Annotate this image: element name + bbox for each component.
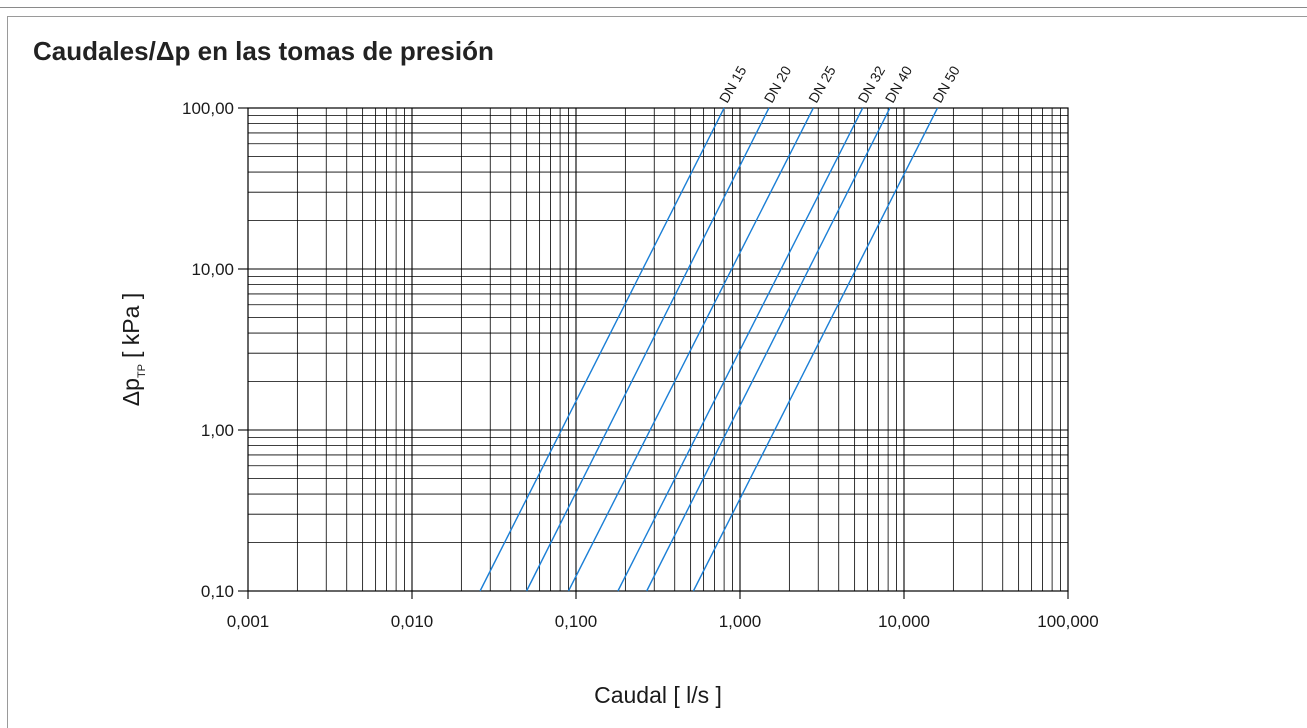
y-tick-label: 1,00: [201, 421, 234, 440]
x-tick-label: 0,100: [555, 612, 598, 631]
x-axis-label: Caudal [ l/s ]: [594, 682, 722, 708]
y-axis-ticks: 0,10 1,00 10,00 100,00: [182, 99, 248, 601]
series-line: [617, 107, 864, 592]
series-line: [567, 107, 814, 592]
plot-area-border: [247, 107, 1069, 592]
series-line: [646, 107, 891, 592]
chart-title: Caudales/Δp en las tomas de presión: [33, 36, 494, 66]
x-axis-ticks: 0,001 0,010 0,100 1,000 10,000 100,000: [227, 591, 1099, 631]
series-label: DN 50: [929, 63, 963, 106]
y-axis-label-main: Δp: [118, 378, 144, 406]
x-tick-label: 0,010: [391, 612, 434, 631]
grid: [248, 108, 1068, 591]
figure-frame: [7, 16, 1307, 728]
x-tick-label: 0,001: [227, 612, 270, 631]
y-axis-label: ΔpTP [ kPa ]: [118, 293, 148, 406]
y-axis-label-unit: [ kPa ]: [118, 293, 144, 358]
series-label: DN 25: [805, 63, 839, 106]
series-label: DN 40: [882, 63, 916, 106]
y-tick-label: 10,00: [191, 260, 234, 279]
x-tick-label: 1,000: [719, 612, 762, 631]
series-line: [525, 107, 770, 592]
y-axis-label-subscript: TP: [136, 364, 148, 378]
x-tick-label: 10,000: [878, 612, 930, 631]
top-rule: [0, 0, 1307, 8]
y-tick-label: 100,00: [182, 99, 234, 118]
series-line: [692, 107, 939, 592]
y-tick-label: 0,10: [201, 582, 234, 601]
series-label: DN 15: [716, 63, 750, 106]
x-tick-label: 100,000: [1037, 612, 1098, 631]
series-label: DN 20: [761, 63, 795, 106]
series-line: [479, 107, 725, 592]
